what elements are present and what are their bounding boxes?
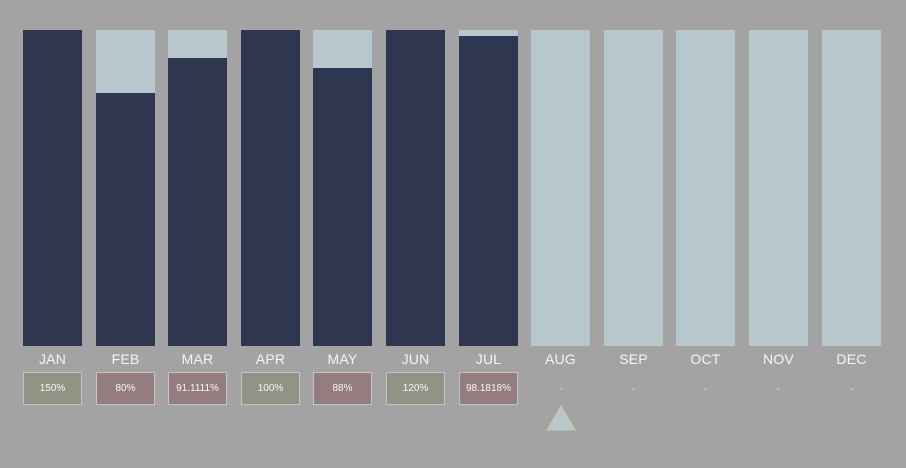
bar-fill xyxy=(168,58,227,346)
bar-track xyxy=(168,30,227,346)
month-column-apr: APR 100% xyxy=(241,0,301,468)
percentage-badge: 100% xyxy=(241,372,300,405)
month-label: NOV xyxy=(763,351,794,367)
bar-fill xyxy=(23,30,82,346)
percentage-badge: - xyxy=(849,382,854,395)
month-column-mar: MAR 91.1111% xyxy=(168,0,228,468)
bar-fill xyxy=(386,30,445,346)
bar-track xyxy=(23,30,82,346)
bar-track xyxy=(676,30,735,346)
month-label: AUG xyxy=(545,351,576,367)
bar-fill xyxy=(459,36,518,346)
bar-track xyxy=(749,30,808,346)
bar-track xyxy=(822,30,881,346)
bar-track xyxy=(531,30,590,346)
percentage-badge: - xyxy=(703,382,708,395)
month-label: APR xyxy=(255,351,286,367)
percentage-badge: 120% xyxy=(386,372,445,405)
month-label: JAN xyxy=(38,351,67,367)
bar-fill xyxy=(96,93,155,346)
bar-track xyxy=(604,30,663,346)
month-label: MAY xyxy=(327,351,358,367)
month-label: DEC xyxy=(836,351,867,367)
month-label: MAR xyxy=(181,351,214,367)
percentage-badge: - xyxy=(776,382,781,395)
bar-fill xyxy=(313,68,372,346)
percentage-badge: 98.1818% xyxy=(459,372,518,405)
month-column-aug: AUG - xyxy=(531,0,591,468)
month-label: FEB xyxy=(111,351,140,367)
percentage-badge: - xyxy=(631,382,636,395)
month-column-jul: JUL 98.1818% xyxy=(459,0,519,468)
bar-fill xyxy=(241,30,300,346)
month-column-may: MAY 88% xyxy=(313,0,373,468)
percentage-badge: 91.1111% xyxy=(168,372,227,405)
bar-track xyxy=(241,30,300,346)
month-label: JUN xyxy=(401,351,430,367)
month-column-sep: SEP - xyxy=(604,0,664,468)
triangle-up-icon xyxy=(546,405,576,431)
percentage-badge: 80% xyxy=(96,372,155,405)
marker-shape xyxy=(546,405,576,431)
bar-track xyxy=(386,30,445,346)
percentage-badge: - xyxy=(558,382,563,395)
bar-track xyxy=(313,30,372,346)
bar-track xyxy=(96,30,155,346)
month-column-oct: OCT - xyxy=(676,0,736,468)
percentage-badge: 88% xyxy=(313,372,372,405)
month-label: OCT xyxy=(690,351,721,367)
month-column-feb: FEB 80% xyxy=(96,0,156,468)
month-column-jan: JAN 150% xyxy=(23,0,83,468)
month-label: JUL xyxy=(475,351,502,367)
month-label: SEP xyxy=(619,351,648,367)
month-column-dec: DEC - xyxy=(822,0,882,468)
month-column-jun: JUN 120% xyxy=(386,0,446,468)
month-column-nov: NOV - xyxy=(749,0,809,468)
percentage-badge: 150% xyxy=(23,372,82,405)
bar-track xyxy=(459,30,518,346)
